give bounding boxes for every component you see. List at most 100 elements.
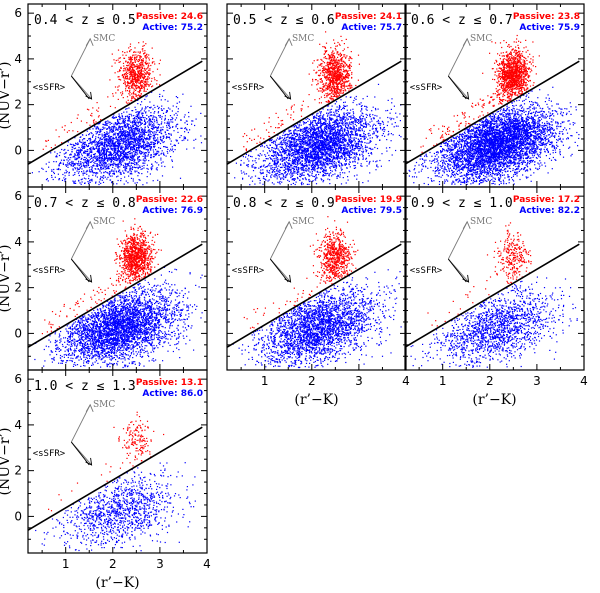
active-point — [169, 115, 172, 117]
active-point — [315, 183, 318, 185]
active-point — [145, 112, 147, 114]
active-point — [321, 157, 323, 159]
active-point — [302, 178, 304, 180]
active-point — [361, 105, 363, 107]
active-point — [166, 126, 168, 129]
active-point — [167, 129, 169, 131]
active-point — [373, 118, 375, 120]
active-point — [144, 160, 146, 162]
active-point — [120, 148, 122, 150]
active-point — [274, 148, 276, 150]
active-point — [154, 106, 156, 109]
active-point — [97, 149, 99, 151]
active-point — [168, 121, 170, 123]
active-point — [293, 161, 295, 163]
active-point — [103, 164, 105, 166]
active-point — [360, 110, 362, 112]
active-point — [94, 125, 96, 127]
active-point — [148, 120, 150, 122]
scatter-points — [31, 41, 203, 186]
active-point — [97, 151, 99, 153]
active-point — [336, 148, 338, 150]
active-point — [297, 156, 299, 159]
passive-point — [132, 71, 134, 73]
active-point — [124, 147, 126, 149]
passive-point — [133, 72, 135, 74]
active-point — [155, 139, 157, 141]
passive-point — [129, 69, 131, 71]
active-point — [314, 129, 316, 131]
active-point — [355, 153, 357, 155]
active-point — [144, 155, 146, 157]
active-point — [330, 137, 332, 139]
active-point — [76, 152, 78, 154]
active-point — [397, 125, 399, 127]
passive-point — [138, 91, 140, 94]
active-point — [119, 128, 121, 130]
active-point — [124, 115, 127, 118]
active-point — [142, 129, 144, 131]
passive-point — [97, 110, 99, 112]
passive-point — [137, 54, 139, 56]
active-point — [153, 136, 155, 138]
passive-point — [54, 144, 56, 146]
active-point — [156, 162, 158, 164]
active-point — [144, 152, 146, 154]
passive-point — [64, 125, 66, 127]
active-point — [132, 110, 134, 112]
active-point — [289, 157, 291, 159]
active-point — [110, 140, 112, 142]
active-point — [72, 165, 74, 167]
active-point — [300, 124, 302, 126]
active-point — [276, 170, 278, 172]
active-point — [298, 145, 300, 147]
active-point — [300, 162, 302, 164]
active-point — [100, 149, 102, 151]
active-point — [112, 183, 115, 185]
active-point — [167, 152, 169, 154]
active-point — [134, 131, 136, 133]
active-point — [298, 153, 300, 155]
passive-point — [131, 61, 133, 64]
active-point — [329, 166, 331, 168]
active-point — [142, 162, 144, 164]
active-point — [109, 158, 111, 160]
passive-point — [114, 107, 116, 109]
active-point — [155, 119, 158, 121]
passive-point — [114, 62, 116, 64]
active-point — [346, 109, 348, 111]
passive-point — [120, 67, 122, 69]
active-point — [159, 142, 162, 145]
active-point — [395, 112, 397, 114]
active-point — [329, 133, 331, 135]
active-point — [159, 147, 162, 149]
active-point — [336, 166, 338, 168]
active-point — [136, 149, 138, 151]
active-point — [298, 171, 300, 173]
active-point — [334, 164, 336, 166]
passive-point — [119, 69, 121, 71]
passive-point — [126, 82, 128, 84]
active-point — [266, 171, 268, 173]
passive-point — [98, 115, 100, 117]
active-point — [101, 138, 103, 140]
active-point — [144, 126, 146, 128]
active-point — [280, 173, 282, 175]
passive-point — [125, 60, 127, 62]
passive-point — [133, 75, 135, 77]
active-point — [337, 145, 339, 147]
active-point — [140, 153, 142, 155]
passive-point — [135, 68, 137, 70]
active-point — [311, 122, 313, 124]
active-point — [312, 149, 315, 151]
active-point — [98, 152, 100, 154]
active-point — [326, 105, 328, 107]
passive-point — [117, 59, 119, 61]
active-point — [243, 162, 245, 164]
active-point — [333, 162, 335, 164]
active-point — [141, 129, 143, 131]
active-point — [109, 121, 111, 123]
active-point — [273, 147, 275, 149]
passive-point — [145, 62, 148, 65]
active-point — [275, 154, 277, 156]
